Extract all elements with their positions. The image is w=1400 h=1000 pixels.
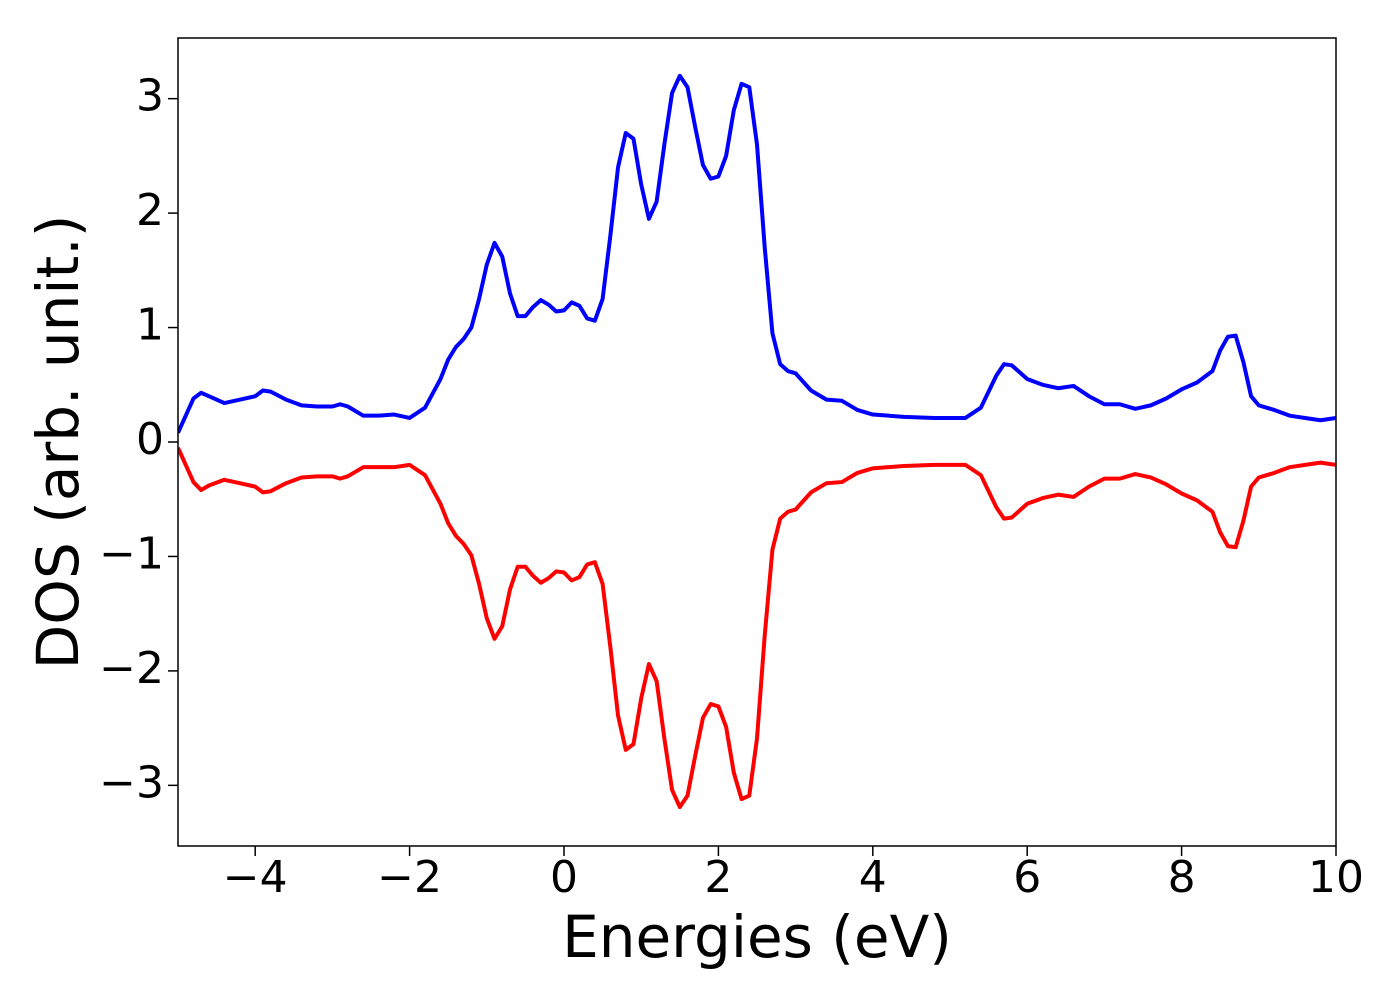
x-tick-label: −4 [223, 852, 288, 903]
line-series [178, 73, 1336, 434]
x-tick-label: −2 [377, 852, 442, 903]
x-tick-label: 8 [1168, 852, 1196, 903]
x-tick-label: 10 [1308, 852, 1364, 903]
x-tick-label: 2 [704, 852, 732, 903]
y-tick-label: −2 [99, 643, 164, 694]
y-tick-label: 0 [136, 414, 164, 465]
y-axis-label: DOS (arb. unit.) [24, 215, 92, 670]
x-tick-label: 0 [550, 852, 578, 903]
y-tick-label: 2 [136, 185, 164, 236]
x-tick-label: 6 [1013, 852, 1041, 903]
x-axis-label: Energies (eV) [562, 903, 952, 971]
y-tick-label: 3 [136, 71, 164, 122]
y-tick-label: 1 [136, 300, 164, 351]
y-tick-label: −1 [99, 528, 164, 579]
x-tick-label: 4 [859, 852, 887, 903]
y-tick-label: −3 [99, 757, 164, 808]
line-series [178, 446, 1336, 810]
